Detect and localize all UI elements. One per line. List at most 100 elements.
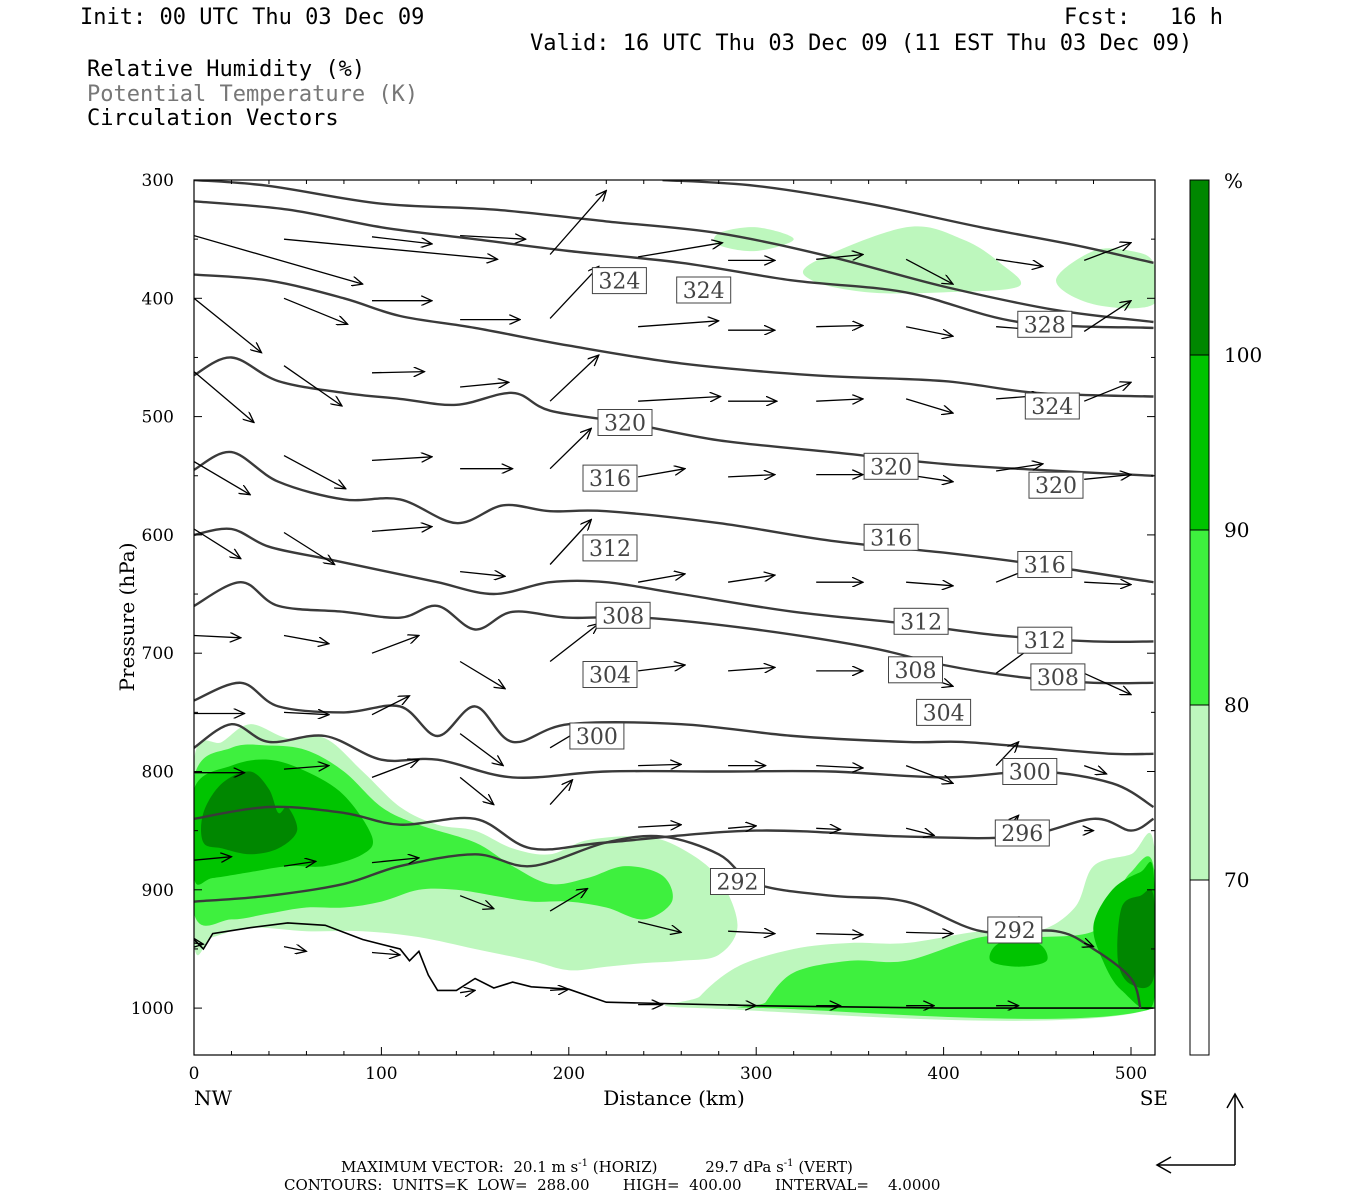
contour-label-292: 292	[987, 916, 1043, 944]
circulation-vector	[371, 953, 400, 955]
contour-label-box	[1002, 758, 1058, 785]
contour-label-320: 320	[863, 452, 919, 480]
contour-labels: 292 292 296 300 300 304 304 308 308 308 312 312 312 3…	[569, 267, 1086, 944]
circulation-vector	[283, 531, 335, 565]
circulation-vector	[1083, 764, 1106, 774]
theta-contour-328	[194, 200, 1154, 330]
circulation-vector	[283, 365, 342, 406]
contour-label-box	[1017, 310, 1073, 338]
contour-label-308: 308	[1030, 663, 1086, 691]
contour-label-text: 324	[598, 270, 640, 295]
contour-label-text: 308	[602, 604, 644, 629]
circulation-vector	[549, 355, 599, 402]
max-vector-label: MAXIMUM VECTOR:	[341, 1158, 504, 1176]
contour-label-text: 308	[895, 659, 937, 684]
x-tick-label: 100	[365, 1064, 397, 1084]
circulation-vector	[728, 826, 756, 828]
circulation-vector	[371, 457, 432, 461]
circulation-vector	[637, 921, 681, 933]
plot-frame	[193, 179, 1156, 1056]
x-tick-label: 300	[740, 1064, 772, 1084]
contour-label-296: 296	[994, 819, 1050, 847]
theta-contour-320	[194, 356, 1154, 477]
circulation-vector	[371, 527, 432, 532]
terrain-line	[194, 922, 1154, 1009]
circulation-vector	[638, 397, 721, 402]
vert-exponent: -1	[783, 1158, 794, 1169]
circulation-vector	[816, 255, 863, 260]
circulation-vector	[816, 766, 863, 768]
theta-contour-292	[194, 834, 1142, 1009]
contour-label-292: 292	[710, 868, 765, 896]
circulation-vector	[906, 932, 953, 933]
x-end-right-label: SE	[1140, 1086, 1168, 1110]
contour-label-box	[591, 267, 647, 295]
circulation-vector	[460, 572, 505, 577]
circulation-vector	[637, 574, 685, 583]
contour-label-text: 320	[604, 412, 646, 437]
contour-label-312: 312	[1017, 626, 1073, 654]
contour-label-316: 316	[863, 523, 919, 551]
contour-label-text: 308	[1037, 666, 1079, 691]
colorbar-label: 100	[1224, 343, 1262, 367]
theta-contour-308	[194, 580, 1154, 685]
circulation-vector	[549, 428, 591, 470]
circulation-vector	[637, 469, 685, 478]
circulation-vector	[638, 665, 685, 672]
circulation-vector	[283, 947, 306, 952]
y-tick-label: 900	[142, 881, 174, 901]
y-tick-label: 300	[142, 171, 174, 191]
circulation-vector	[283, 238, 498, 259]
circulation-vector	[1084, 582, 1131, 584]
contour-label-box	[893, 607, 949, 635]
circulation-vector	[460, 382, 509, 387]
contour-label-316: 316	[1017, 551, 1073, 579]
circulation-vector	[194, 371, 254, 423]
y-tick-label: 700	[142, 644, 174, 664]
circulation-vector	[459, 660, 505, 689]
circulation-vector	[638, 764, 681, 765]
forecast-hour: Fcst: 16 h	[1064, 5, 1223, 30]
contour-label-box	[863, 523, 919, 551]
contour-label-box	[888, 656, 943, 684]
contour-label-304: 304	[916, 698, 972, 726]
circulation-vector	[459, 733, 503, 766]
rh-zone-100	[201, 771, 298, 855]
field-vectors-title: Circulation Vectors	[87, 106, 339, 131]
circulation-vector	[459, 895, 494, 909]
circulation-vector	[194, 943, 203, 944]
circulation-vector	[549, 266, 599, 319]
colorbar-label: 90	[1224, 518, 1249, 542]
contour-label-box	[1017, 626, 1073, 654]
rh-zone-80	[1056, 248, 1155, 309]
contour-label-308: 308	[888, 656, 943, 684]
rh-zone-80	[802, 226, 1022, 294]
circulation-vector	[283, 861, 316, 866]
circulation-vector	[371, 760, 419, 779]
circulation-vector	[816, 934, 863, 935]
theta-contour-316	[194, 450, 1154, 584]
x-tick-label: 200	[553, 1064, 585, 1084]
circulation-vector	[816, 326, 863, 327]
colorbar-segment	[1189, 354, 1210, 531]
axes: 0 100 200 300 400 500 300 400 500 600 700 800 900 100…	[115, 171, 1168, 1110]
circulation-vector	[728, 475, 775, 477]
theta-contour-top	[194, 180, 1154, 324]
circulation-vector	[1083, 672, 1131, 694]
circulation-vector	[549, 191, 606, 255]
x-tick-label: 500	[1115, 1064, 1147, 1084]
terrain-line	[194, 922, 1154, 1009]
circulation-vector	[728, 1005, 756, 1006]
contour-label-box	[987, 916, 1043, 944]
contour-label-text: 312	[589, 537, 631, 562]
y-tick-label: 600	[142, 526, 174, 546]
circulation-vector	[816, 399, 863, 401]
contour-label-324: 324	[1024, 392, 1080, 420]
contour-label-box	[597, 409, 653, 436]
horiz-unit: (HORIZ)	[588, 1158, 658, 1176]
theta-contour-324	[194, 273, 1154, 398]
horiz-exponent: -1	[578, 1158, 588, 1169]
circulation-vector	[550, 989, 569, 990]
y-tick-label: 800	[142, 763, 174, 783]
